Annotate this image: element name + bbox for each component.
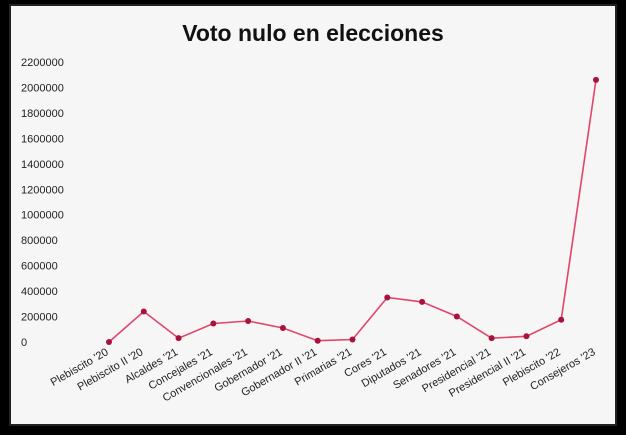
- y-tick-label: 200000: [21, 312, 58, 324]
- y-tick-label: 0: [21, 337, 27, 349]
- line-chart: 0 200000 400000 600000 800000 1000000 1200000 1…: [21, 57, 599, 404]
- data-point: [419, 298, 426, 305]
- data-point: [349, 336, 356, 343]
- data-point: [106, 339, 112, 345]
- y-tick-label: 1400000: [21, 159, 64, 171]
- y-axis: 0 200000 400000 600000 800000 1000000 1200000 1…: [21, 57, 64, 349]
- y-tick-label: 1600000: [21, 133, 64, 145]
- chart-frame: Voto nulo en elecciones 0 200000 400000 600…: [9, 4, 617, 426]
- y-tick-label: 1200000: [21, 184, 64, 196]
- y-tick-label: 600000: [21, 261, 58, 273]
- y-tick-label: 2000000: [21, 82, 64, 94]
- series-line: [108, 79, 597, 343]
- data-points: [106, 76, 599, 345]
- y-tick-label: 1000000: [21, 210, 64, 222]
- y-tick-label: 2200000: [21, 57, 64, 69]
- data-point: [488, 335, 495, 342]
- data-point: [210, 320, 217, 327]
- data-point: [558, 316, 565, 323]
- y-tick-label: 800000: [21, 235, 58, 247]
- y-tick-label: 400000: [21, 286, 58, 298]
- data-point: [453, 313, 460, 320]
- data-point: [279, 325, 286, 331]
- data-point: [384, 294, 391, 301]
- chart-title: Voto nulo en elecciones: [182, 20, 444, 46]
- data-point: [175, 335, 182, 342]
- data-point: [245, 318, 252, 324]
- data-point: [314, 337, 321, 344]
- data-point: [140, 308, 147, 315]
- y-tick-label: 1800000: [21, 108, 64, 120]
- data-point: [523, 333, 530, 340]
- data-point: [593, 76, 599, 83]
